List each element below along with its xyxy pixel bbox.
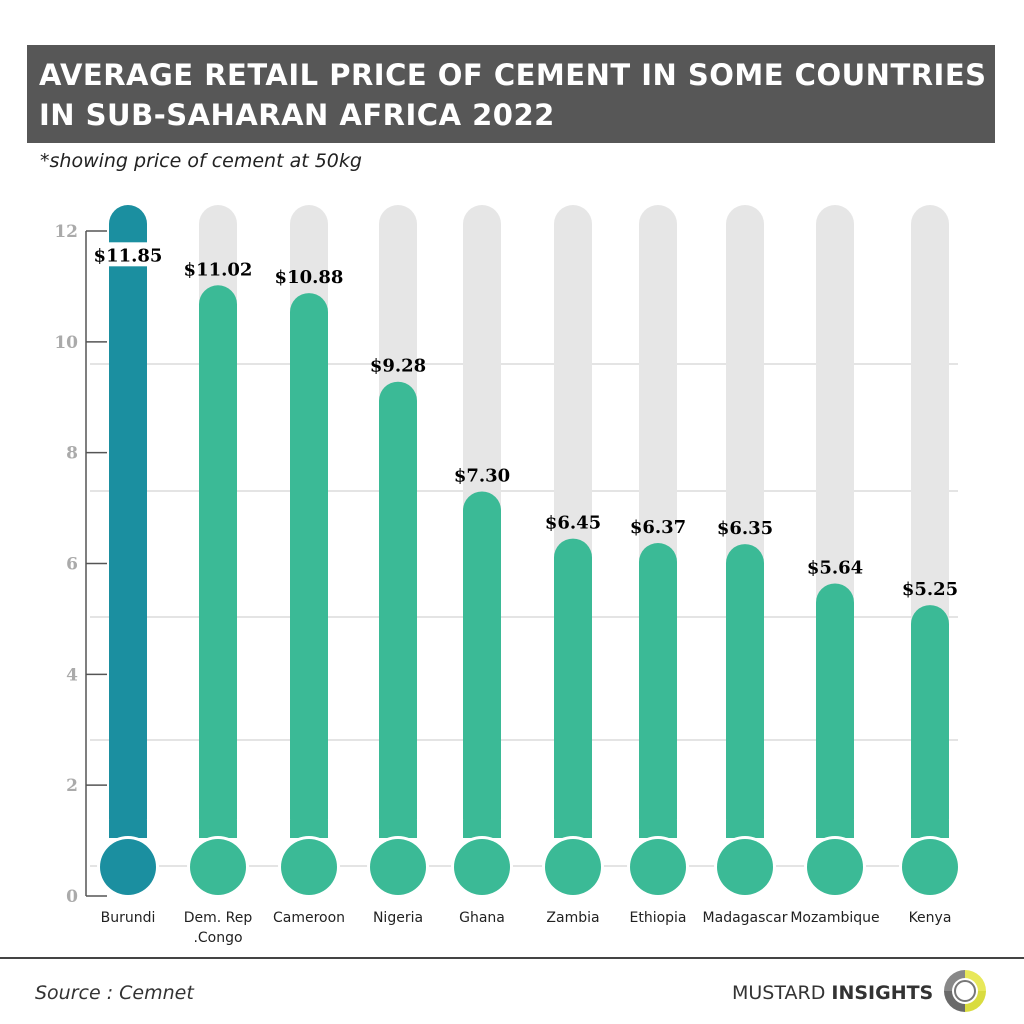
x-tick-label: Ethiopia bbox=[629, 910, 686, 926]
x-tick-label: Dem. Rep bbox=[184, 910, 253, 926]
bar-base bbox=[199, 820, 237, 838]
chart-title: AVERAGE RETAIL PRICE OF CEMENT IN SOME C… bbox=[39, 58, 987, 132]
data-label: $6.45 bbox=[545, 513, 601, 534]
x-tick-label: .Congo bbox=[193, 930, 242, 946]
bar-circle bbox=[717, 839, 773, 895]
bar-base bbox=[816, 820, 854, 838]
chart-subtitle: *showing price of cement at 50kg bbox=[40, 150, 362, 172]
bar-circle bbox=[281, 839, 337, 895]
data-label: $7.30 bbox=[454, 465, 510, 486]
bar-mozambique bbox=[816, 583, 854, 838]
y-tick-label: 2 bbox=[66, 776, 78, 796]
data-label: $10.88 bbox=[275, 267, 344, 288]
bar-circle bbox=[545, 839, 601, 895]
x-tick-label: Mozambique bbox=[790, 910, 879, 926]
bar-base bbox=[290, 820, 328, 838]
data-label: $11.02 bbox=[184, 259, 253, 280]
brand-light: MUSTARD bbox=[732, 982, 826, 1004]
y-tick-label: 0 bbox=[66, 887, 78, 907]
source-note: Source : Cemnet bbox=[35, 982, 194, 1004]
x-tick-label: Burundi bbox=[101, 910, 156, 926]
bar-madagascar bbox=[726, 544, 764, 838]
brand-bold: INSIGHTS bbox=[831, 982, 934, 1004]
bar-zambia bbox=[554, 538, 592, 838]
bar-burundi bbox=[109, 205, 147, 838]
y-tick-label: 12 bbox=[54, 222, 78, 242]
y-tick-label: 10 bbox=[54, 333, 78, 353]
bar-base bbox=[379, 820, 417, 838]
bar-circle bbox=[454, 839, 510, 895]
footer-divider bbox=[0, 957, 1024, 959]
data-label: $5.25 bbox=[902, 579, 958, 600]
bar-chart: 0 2 4 6 8 10 12 $11.85 Burundi $11.02 Dem. Rep .Con… bbox=[54, 205, 959, 946]
bar-kenya bbox=[911, 605, 949, 838]
bar-circle bbox=[902, 839, 958, 895]
title-banner: AVERAGE RETAIL PRICE OF CEMENT IN SOME C… bbox=[27, 45, 995, 143]
y-tick-label: 6 bbox=[66, 555, 78, 575]
brand-name: MUSTARD INSIGHTS bbox=[732, 982, 933, 1004]
x-tick-label: Cameroon bbox=[273, 910, 345, 926]
bar-base bbox=[639, 820, 677, 838]
mustard-insights-logo-icon bbox=[944, 970, 986, 1012]
bar-base bbox=[911, 820, 949, 838]
x-tick-label: Madagascar bbox=[703, 910, 788, 926]
bar-ghana bbox=[463, 491, 501, 838]
bar-circle bbox=[370, 839, 426, 895]
y-tick-label: 8 bbox=[66, 444, 78, 464]
bar-base bbox=[554, 820, 592, 838]
bar-ethiopia bbox=[639, 542, 677, 838]
bar-base bbox=[109, 820, 147, 838]
label-gap bbox=[108, 242, 148, 267]
data-label: $6.35 bbox=[717, 518, 773, 539]
data-label: $11.85 bbox=[94, 245, 163, 266]
x-tick-label: Kenya bbox=[909, 910, 952, 926]
x-tick-label: Zambia bbox=[546, 910, 599, 926]
bar-circle bbox=[630, 839, 686, 895]
bar-base bbox=[726, 820, 764, 838]
x-tick-label: Nigeria bbox=[373, 910, 423, 926]
bar-cameroon bbox=[290, 293, 328, 839]
bar-circle bbox=[190, 839, 246, 895]
bar-dem-rep-congo bbox=[199, 285, 237, 838]
y-tick-label: 4 bbox=[66, 665, 78, 685]
bar-circle bbox=[100, 839, 156, 895]
x-tick-label: Ghana bbox=[459, 910, 505, 926]
data-label: $9.28 bbox=[370, 356, 426, 377]
data-label: $5.64 bbox=[807, 557, 863, 578]
bar-circle bbox=[807, 839, 863, 895]
bar-base bbox=[463, 820, 501, 838]
bar-nigeria bbox=[379, 381, 417, 838]
data-label: $6.37 bbox=[630, 517, 686, 538]
